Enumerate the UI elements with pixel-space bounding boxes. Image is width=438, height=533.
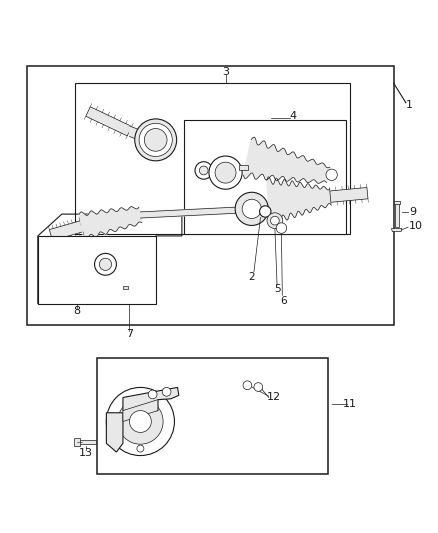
Circle shape	[243, 381, 252, 390]
Polygon shape	[125, 285, 151, 293]
Circle shape	[254, 383, 263, 391]
Circle shape	[99, 258, 112, 270]
Bar	[75, 83, 350, 234]
Text: 8: 8	[74, 306, 81, 316]
Circle shape	[276, 223, 287, 233]
Circle shape	[267, 213, 283, 229]
Text: 7: 7	[126, 329, 133, 339]
Polygon shape	[123, 387, 179, 410]
Circle shape	[95, 253, 117, 275]
Text: 13: 13	[79, 448, 93, 458]
Text: 9: 9	[409, 207, 416, 217]
Polygon shape	[106, 413, 123, 452]
Circle shape	[235, 192, 268, 225]
Polygon shape	[79, 207, 142, 240]
Circle shape	[148, 390, 157, 399]
Polygon shape	[244, 137, 330, 183]
Circle shape	[145, 128, 167, 151]
Text: 1: 1	[406, 100, 413, 110]
Circle shape	[106, 387, 174, 456]
Text: 5: 5	[275, 284, 281, 294]
Polygon shape	[43, 247, 86, 277]
Circle shape	[242, 199, 261, 219]
Circle shape	[139, 123, 172, 157]
Text: 6: 6	[280, 296, 287, 305]
Bar	[27, 66, 394, 326]
Circle shape	[209, 156, 242, 189]
Polygon shape	[267, 177, 331, 225]
Circle shape	[326, 169, 337, 181]
Text: 2: 2	[248, 272, 255, 282]
Polygon shape	[137, 135, 141, 145]
Text: 11: 11	[343, 399, 357, 409]
Bar	[38, 236, 155, 304]
Polygon shape	[86, 107, 132, 136]
Text: 3: 3	[222, 67, 229, 77]
Circle shape	[135, 119, 177, 161]
Bar	[394, 201, 400, 204]
Bar	[184, 120, 346, 234]
Circle shape	[195, 161, 212, 179]
Polygon shape	[392, 229, 402, 231]
Circle shape	[215, 162, 236, 183]
Bar	[239, 165, 248, 171]
Circle shape	[271, 216, 279, 225]
Polygon shape	[49, 221, 83, 240]
Circle shape	[199, 166, 208, 175]
Text: 4: 4	[290, 111, 297, 121]
Circle shape	[130, 410, 151, 432]
Bar	[79, 440, 96, 444]
Circle shape	[118, 399, 163, 444]
Bar	[123, 286, 128, 289]
Text: 12: 12	[266, 392, 281, 402]
Bar	[74, 438, 80, 446]
Circle shape	[162, 387, 171, 396]
Bar	[97, 358, 328, 474]
Polygon shape	[130, 126, 141, 141]
Circle shape	[260, 206, 271, 217]
Circle shape	[137, 445, 144, 452]
Text: 10: 10	[409, 221, 423, 231]
Bar	[395, 203, 399, 227]
Polygon shape	[330, 188, 368, 203]
Polygon shape	[141, 207, 245, 218]
Polygon shape	[123, 400, 158, 422]
